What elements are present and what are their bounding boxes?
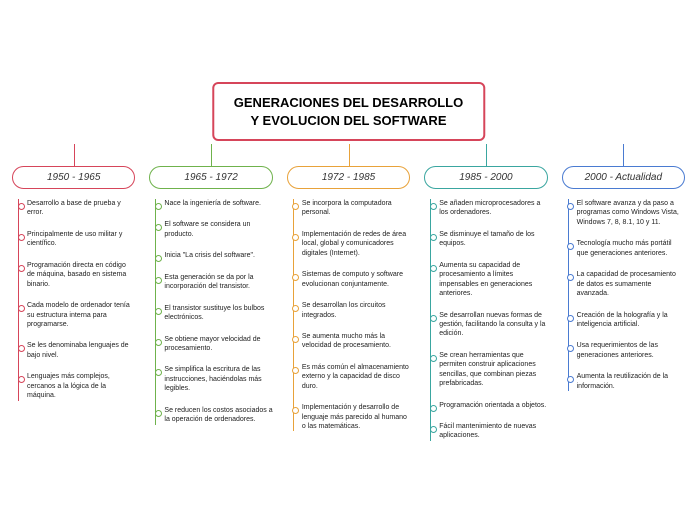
branch-header: 2000 - Actualidad [562,166,685,189]
branch-item: Esta generación se da por la incorporaci… [164,273,272,292]
branch-item: Usa requerimientos de las generaciones a… [577,341,685,360]
branch-item: Programación directa en código de máquin… [27,261,135,289]
branch-item: Es más común el almacenamiento externo y… [302,363,410,391]
branch-body: Nace la ingeniería de software. El softwa… [155,199,272,425]
branch-header: 1950 - 1965 [12,166,135,189]
branch: 1972 - 1985 Se incorpora la computadora p… [287,144,410,453]
branch-item: Se desarrollan nuevas formas de gestión,… [439,311,547,339]
branch-item: Principalmente de uso militar y científi… [27,230,135,249]
branch-body: Se incorpora la computadora personal. Imp… [293,199,410,431]
branch-header: 1985 - 2000 [424,166,547,189]
branch-item: Se simplifica la escritura de las instru… [164,365,272,393]
branch-item: Inicia "La crisis del software". [164,251,272,260]
branch-item: Tecnología mucho más portátil que genera… [577,239,685,258]
branch-body: Desarrollo a base de prueba y error. Prin… [18,199,135,401]
branch-item: Sistemas de computo y software evolucion… [302,270,410,289]
branch-item: Lenguajes más complejos, cercanos a la l… [27,372,135,400]
branch-header: 1972 - 1985 [287,166,410,189]
branch-item: Se añaden microprocesadores a los ordena… [439,199,547,218]
branch: 1965 - 1972 Nace la ingeniería de softwar… [149,144,272,453]
branch-body: Se añaden microprocesadores a los ordena… [430,199,547,441]
branch-item: Se crean herramientas que permiten const… [439,351,547,389]
title-line2: Y EVOLUCION DEL SOFTWARE [234,112,463,130]
branch-item: Se reducen los costos asociados a la ope… [164,406,272,425]
branch-item: Se disminuye el tamaño de los equipos. [439,230,547,249]
branch-item: Se desarrollan los circuitos integrados. [302,301,410,320]
branch-item: Fácil mantenimiento de nuevas aplicacion… [439,422,547,441]
branch-item: Implementación y desarrollo de lenguaje … [302,403,410,431]
branch-item: Cada modelo de ordenador tenía su estruc… [27,301,135,329]
branch-header: 1965 - 1972 [149,166,272,189]
branch-item: Nace la ingeniería de software. [164,199,272,208]
branch-item: Se obtiene mayor velocidad de procesamie… [164,335,272,354]
branch-item: Aumenta la reutilización de la informaci… [577,372,685,391]
branch-item: Creación de la holografía y la inteligen… [577,311,685,330]
branch-item: Programación orientada a objetos. [439,401,547,410]
diagram-title: GENERACIONES DEL DESARROLLO Y EVOLUCION … [212,82,485,141]
branch-item: El software avanza y da paso a programas… [577,199,685,227]
branch-body: El software avanza y da paso a programas… [568,199,685,391]
branch-item: Se incorpora la computadora personal. [302,199,410,218]
branch-item: Desarrollo a base de prueba y error. [27,199,135,218]
branch: 1950 - 1965 Desarrollo a base de prueba y… [12,144,135,453]
title-line1: GENERACIONES DEL DESARROLLO [234,94,463,112]
branch: 1985 - 2000 Se añaden microprocesadores a… [424,144,547,453]
branch-item: Se aumenta mucho más la velocidad de pro… [302,332,410,351]
branch-item: El transistor sustituye los bulbos elect… [164,304,272,323]
branch: 2000 - Actualidad El software avanza y da… [562,144,685,453]
branch-item: Aumenta su capacidad de procesamiento a … [439,261,547,299]
branch-item: Se les denominaba lenguajes de bajo nive… [27,341,135,360]
branches-container: 1950 - 1965 Desarrollo a base de prueba y… [0,144,697,453]
branch-item: La capacidad de procesamiento de datos e… [577,270,685,298]
branch-item: El software se considera un producto. [164,220,272,239]
branch-item: Implementación de redes de área local, g… [302,230,410,258]
